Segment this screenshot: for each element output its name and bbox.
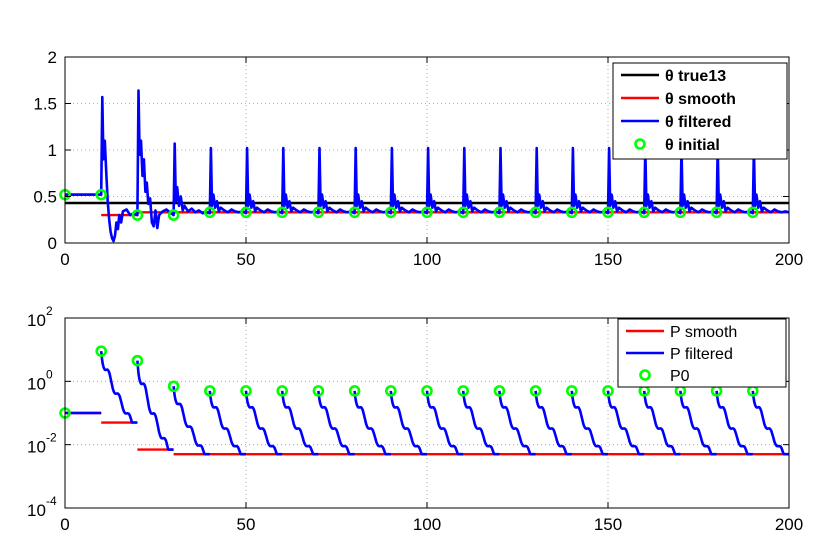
x-tick-label: 0: [60, 515, 69, 534]
marker-point: [602, 385, 614, 397]
series-p-filtered-curve: [570, 390, 608, 456]
legend: P smooth P filtered P0: [617, 318, 787, 388]
series-p-filtered-curve: [425, 390, 464, 456]
series-p-filtered-curve: [715, 390, 753, 456]
marker-point: [95, 188, 107, 201]
series-p-filtered-curve: [208, 390, 246, 456]
series-p-filtered-curve: [172, 386, 210, 456]
y-tick-label: 10: [27, 501, 46, 520]
marker-point: [493, 206, 506, 219]
marker-point: [384, 206, 397, 219]
marker-point: [240, 385, 252, 397]
series-p-filtered-curve: [317, 390, 355, 456]
marker-point: [348, 206, 361, 219]
marker-point: [710, 206, 723, 219]
y-tick-label-exponent: -2: [46, 431, 57, 445]
marker-point: [240, 206, 252, 219]
marker-point: [565, 385, 578, 397]
legend-label: P0: [670, 368, 690, 385]
x-tick-label: 200: [775, 515, 803, 534]
x-tick-label: 150: [594, 250, 622, 269]
y-tick-label-exponent: 0: [46, 367, 53, 381]
series-p-filtered-curve: [244, 390, 283, 456]
series-p-filtered-curve: [751, 390, 789, 456]
series-p-filtered-curve: [534, 390, 572, 456]
y-tick-label-exponent: 2: [46, 304, 53, 318]
legend-label: P smooth: [670, 324, 737, 341]
legend: θ true13 θ smooth θ filtered θ initial: [612, 62, 788, 160]
x-tick-label: 150: [594, 515, 622, 534]
legend-marker: [634, 138, 646, 150]
marker-point: [348, 385, 361, 397]
marker-point: [312, 385, 325, 397]
y-tick-label: 10: [27, 438, 46, 457]
y-tick-label: 1.5: [33, 95, 57, 114]
marker-point: [312, 206, 325, 219]
legend-label: θ filtered: [665, 114, 731, 131]
legend-marker: [639, 369, 651, 381]
marker-point: [167, 380, 180, 393]
y-tick-label: 1: [48, 141, 57, 160]
legend-label: θ true13: [665, 68, 726, 85]
data-layer: [65, 350, 789, 456]
x-tick-label: 100: [413, 515, 441, 534]
marker-point: [493, 385, 506, 397]
y-tick-label-exponent: -4: [46, 494, 57, 508]
marker-point: [529, 385, 542, 397]
series-p-filtered-curve: [136, 360, 174, 451]
y-tick-label: 2: [48, 48, 57, 67]
marker-point: [167, 209, 180, 221]
x-tick-label: 0: [60, 250, 69, 269]
marker-point: [565, 206, 578, 219]
chart-theta: 0 50 100 150 200 0 0.5 1 1.5 2 θ true13 θ smooth θ f…: [33, 48, 803, 269]
y-tick-label: 10: [27, 311, 46, 330]
series-p-filtered-curve: [679, 390, 717, 456]
y-tick-label: 0: [48, 234, 57, 253]
series-p-filtered-curve: [389, 390, 427, 456]
marker-point: [131, 354, 144, 367]
series-p-filtered-curve: [498, 390, 536, 456]
marker-point: [674, 206, 687, 219]
y-tick-label: 0.5: [33, 188, 57, 207]
series-p-filtered-curve: [280, 390, 319, 456]
marker-point: [602, 206, 614, 219]
marker-point: [421, 206, 433, 219]
y-tick-label: 10: [27, 374, 46, 393]
x-tick-label: 50: [237, 515, 256, 534]
marker-point: [204, 206, 216, 219]
series-p-filtered-curve: [353, 390, 391, 456]
legend-label: θ smooth: [665, 91, 736, 108]
x-tick-label: 50: [237, 250, 256, 269]
marker-point: [421, 385, 433, 397]
marker-point: [95, 345, 107, 357]
x-tick-label: 100: [413, 250, 441, 269]
marker-point: [457, 385, 470, 397]
marker-point: [638, 206, 651, 219]
legend-label: P filtered: [670, 346, 733, 363]
series-p-filtered-curve: [642, 390, 681, 456]
marker-point: [746, 206, 759, 219]
data-layer: [65, 89, 789, 243]
marker-point: [276, 206, 289, 219]
series-p-filtered-curve: [461, 390, 500, 456]
marker-point: [131, 209, 144, 221]
legend-box: [612, 62, 788, 160]
marker-point: [529, 206, 542, 219]
legend-label: θ initial: [665, 137, 720, 154]
x-tick-label: 200: [775, 250, 803, 269]
series-filtered: [65, 89, 789, 243]
series-p-filtered-curve: [99, 350, 138, 424]
marker-point: [384, 385, 397, 397]
series-p-filtered-curve: [606, 390, 645, 456]
marker-point: [204, 385, 216, 397]
marker-point: [276, 385, 289, 397]
marker-point: [457, 206, 470, 219]
